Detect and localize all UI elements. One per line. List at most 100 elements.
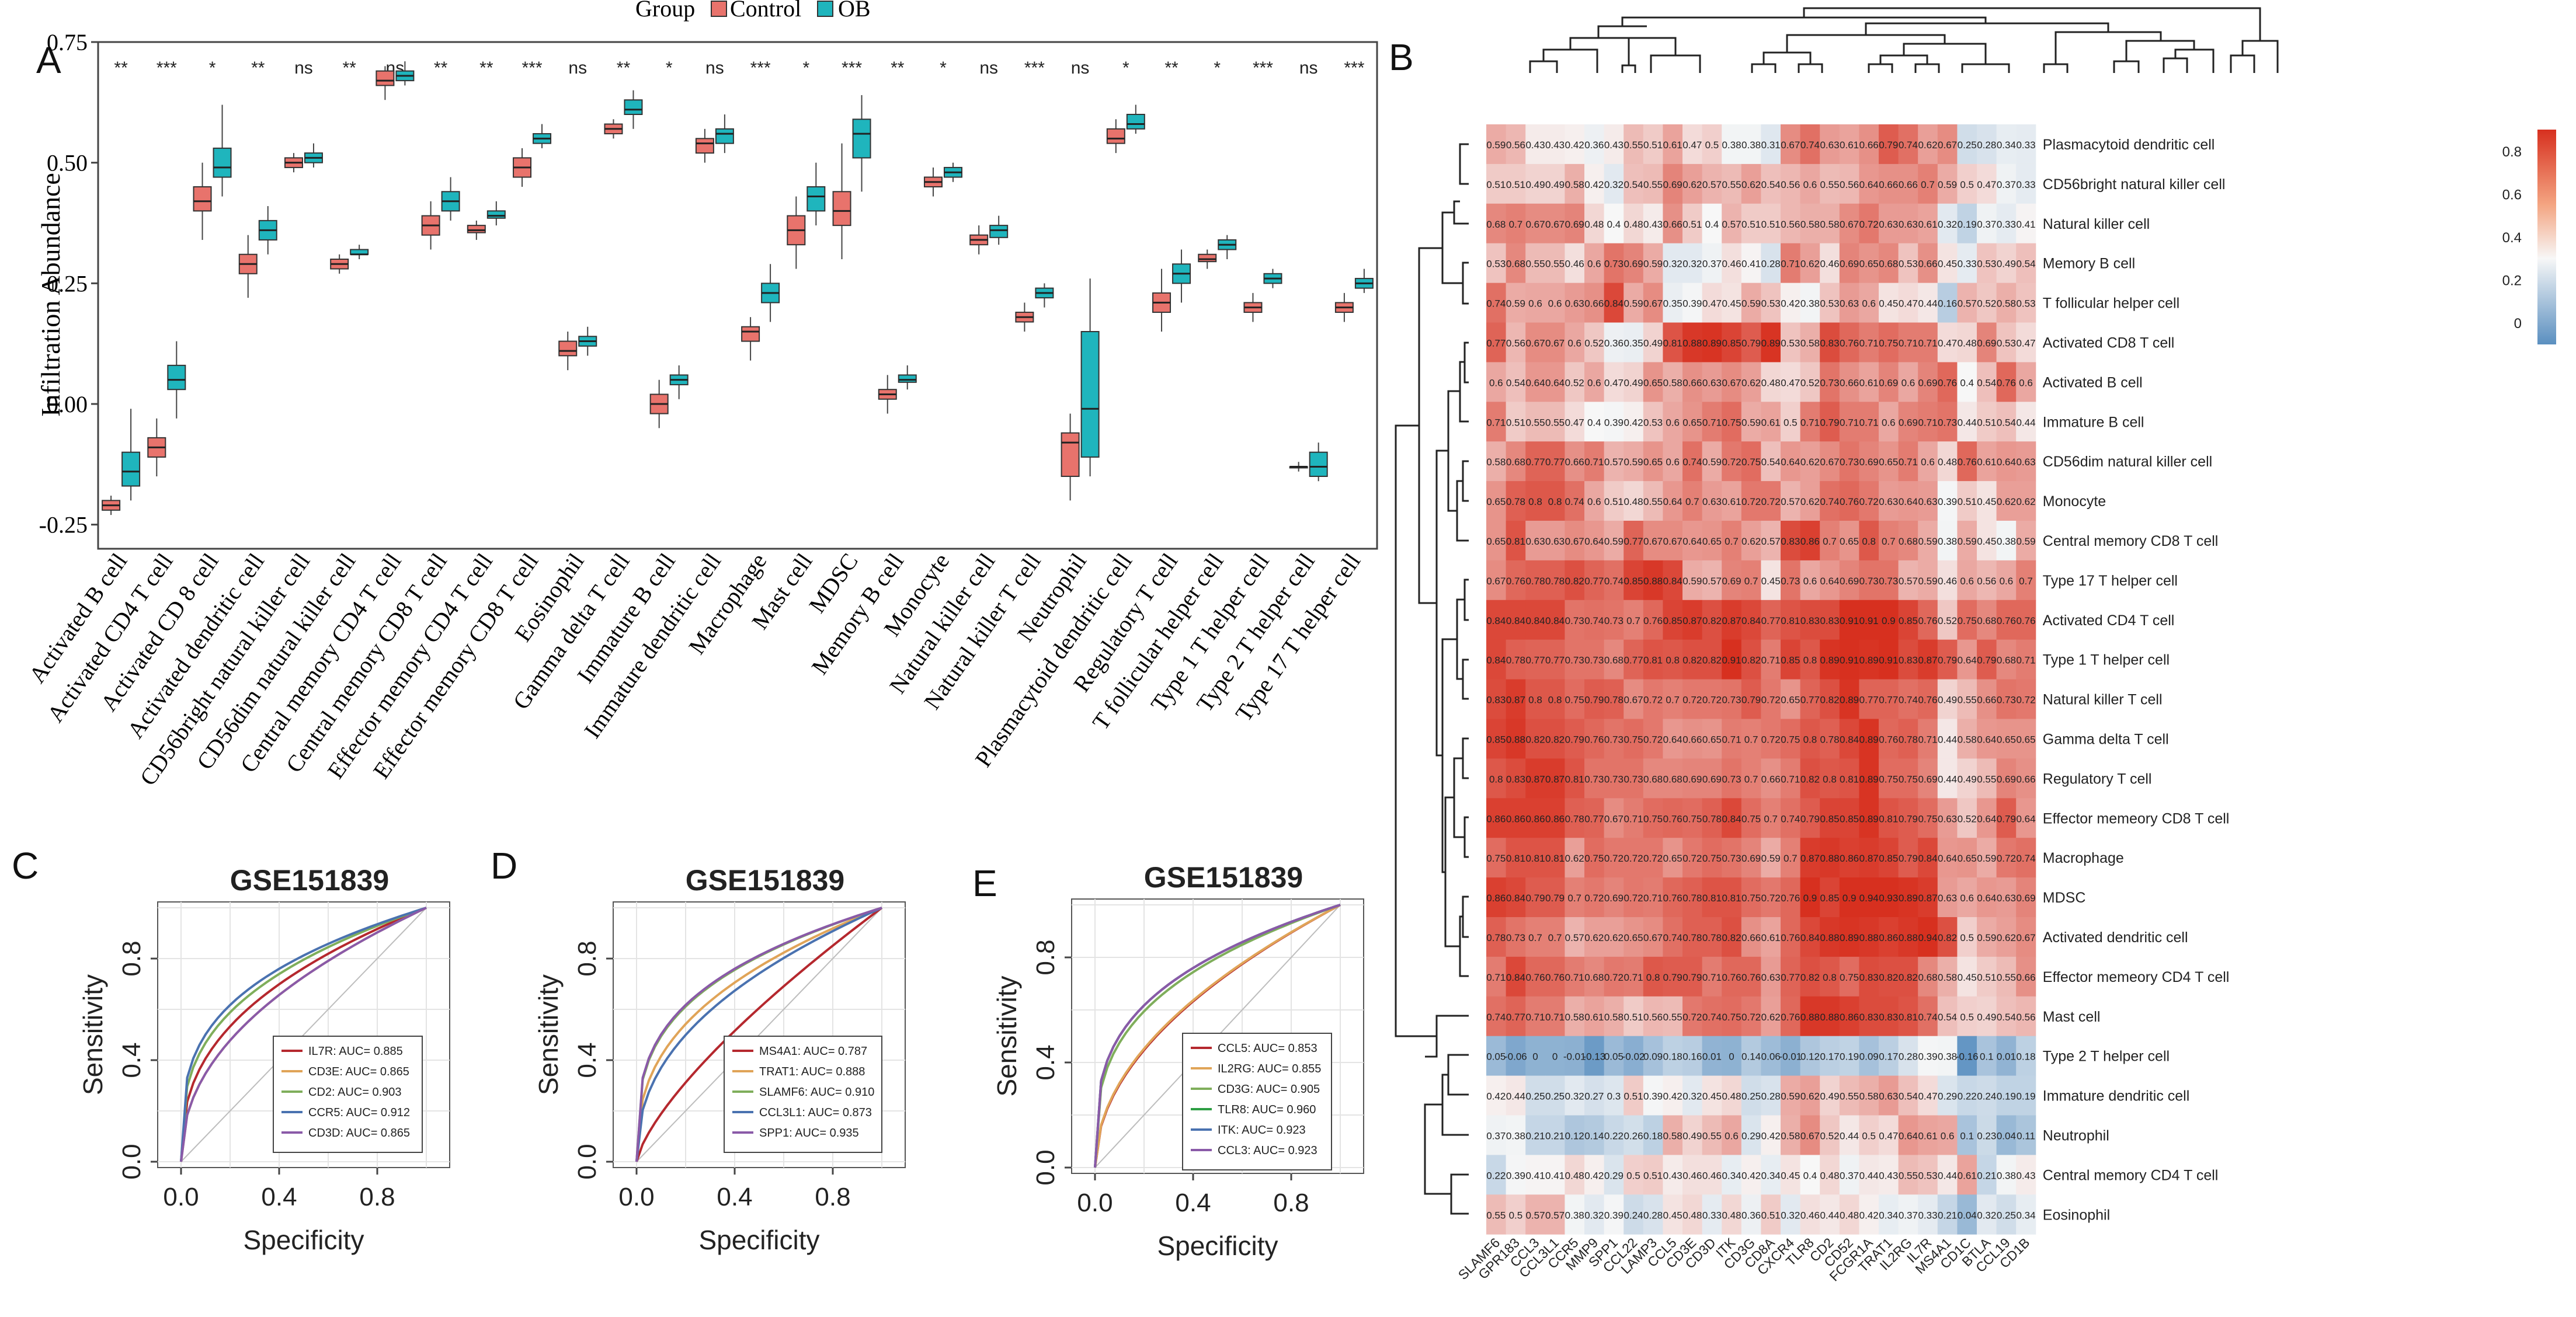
heatmap-cell (1800, 362, 1820, 402)
heatmap-value: 0.68 (1643, 774, 1663, 785)
heatmap-cell (1741, 1115, 1761, 1155)
heatmap-value: 0.45 (1958, 972, 1977, 983)
box-body (1061, 432, 1080, 477)
heatmap-value: 0.91 (1879, 655, 1898, 666)
heatmap-cell (1643, 679, 1663, 719)
heatmap-value: 0.85 (1722, 337, 1741, 349)
heatmap-cell (1643, 1115, 1663, 1155)
colorbar-tick-label: 0.8 (2502, 144, 2522, 160)
heatmap-cell (1957, 283, 1977, 323)
heatmap-value: 0.49 (1525, 179, 1545, 190)
heatmap-value: 0.87 (1525, 774, 1545, 785)
heatmap-value: 0.45 (1781, 1170, 1800, 1181)
heatmap-row-label: Type 1 T helper cell (2043, 652, 2170, 668)
heatmap-cell (1781, 362, 1801, 402)
heatmap-value: 0.71 (1722, 734, 1741, 745)
heatmap-cell (1584, 402, 1605, 442)
heatmap-cell (1879, 996, 1899, 1037)
heatmap-cell (1486, 1036, 1507, 1076)
heatmap-cell (2016, 917, 2036, 957)
heatmap-cell (1839, 838, 1859, 878)
heatmap-value: 0.87 (1918, 655, 1937, 666)
heatmap-cell (1624, 203, 1644, 244)
heatmap-cell (1839, 481, 1859, 521)
heatmap-cell (1741, 1036, 1761, 1076)
heatmap-value: 0.05 (1604, 1051, 1624, 1062)
heatmap-value: 0.73 (1565, 615, 1584, 626)
heatmap-cell (1957, 481, 1977, 521)
heatmap-cell (1663, 877, 1683, 918)
heatmap-value: 0.75 (1722, 417, 1741, 428)
heatmap-value: 0.63 (1879, 219, 1898, 230)
x-tick-label: 0.4 (717, 1183, 752, 1211)
heatmap-cell (1643, 798, 1663, 838)
heatmap-value: 0.59 (1761, 853, 1781, 864)
heatmap-value: 0.42 (1859, 1210, 1879, 1221)
heatmap-value: 0.76 (1918, 695, 1937, 706)
panel-label-d: D (491, 845, 517, 887)
heatmap-cell (1820, 402, 1840, 442)
heatmap-cell (1682, 798, 1703, 838)
heatmap-value: 0.62 (1741, 377, 1761, 388)
heatmap-value: 0.73 (1997, 695, 2016, 706)
heatmap-value: 0.73 (1584, 655, 1604, 666)
heatmap-cell (1839, 203, 1859, 244)
heatmap-cell (2016, 1036, 2036, 1076)
heatmap-value: 0.54 (1997, 1012, 2016, 1023)
heatmap-value: 0.71 (1840, 417, 1859, 428)
heatmap-cell (1859, 600, 1879, 640)
heatmap-cell (1977, 600, 1997, 640)
roc-title: GSE151839 (686, 864, 844, 897)
heatmap-value: 0.64 (2016, 813, 2035, 824)
significance-mark: ns (568, 58, 587, 78)
heatmap-cell (1624, 639, 1644, 680)
heatmap-value: 0.76 (2016, 615, 2035, 626)
heatmap-cell (1859, 203, 1879, 244)
heatmap-cell (1525, 521, 1546, 561)
heatmap-value: 0.51 (1604, 496, 1624, 507)
box-ob (213, 104, 232, 197)
roc-legend-entry: CCL3L1: AUC= 0.873 (759, 1106, 872, 1119)
heatmap-cell (1957, 521, 1977, 561)
heatmap-cell (1879, 600, 1899, 640)
heatmap-cell (1859, 996, 1879, 1037)
heatmap-cell (1820, 679, 1840, 719)
heatmap-row-label: Activated CD4 T cell (2043, 612, 2175, 629)
heatmap-value: 0.8 (1666, 655, 1680, 666)
heatmap-cell (1506, 719, 1526, 759)
heatmap-cell (1800, 639, 1820, 680)
heatmap-value: 0.48 (1682, 1210, 1702, 1221)
heatmap-value: 0.66 (2016, 774, 2035, 785)
heatmap-cell (1800, 560, 1820, 601)
heatmap-value: 0.63 (1899, 219, 1918, 230)
heatmap-cell (1722, 1194, 1742, 1235)
heatmap-cell (1663, 1155, 1683, 1195)
box-control (284, 153, 303, 173)
roc-curve-cd2 (180, 907, 427, 1162)
heatmap-value: 0.79 (1545, 893, 1565, 904)
heatmap-cell (1996, 719, 2017, 759)
heatmap-value: 0.91 (1840, 655, 1859, 666)
heatmap-cell (1839, 917, 1859, 957)
heatmap-cell (1565, 600, 1585, 640)
heatmap-cell (1879, 1115, 1899, 1155)
heatmap-value: 0.75 (1741, 893, 1761, 904)
heatmap-value: 0.33 (1958, 259, 1977, 270)
heatmap-value: 0.88 (1800, 1012, 1820, 1023)
heatmap-value: 0.22 (1958, 1091, 1977, 1102)
heatmap-cell (1604, 679, 1624, 719)
heatmap-cell (1702, 521, 1722, 561)
heatmap-cell (2016, 639, 2036, 680)
heatmap-value: 0.88 (1859, 932, 1879, 943)
heatmap-cell (1486, 521, 1507, 561)
heatmap-value: 0.61 (1859, 377, 1879, 388)
heatmap-cell (1820, 163, 1840, 204)
heatmap-cell (1604, 521, 1624, 561)
heatmap-cell (1584, 521, 1605, 561)
heatmap-value: 0.84 (1663, 576, 1682, 587)
heatmap-value: 0.54 (1506, 377, 1525, 388)
heatmap-cell (1977, 441, 1997, 482)
heatmap-value: 0.42 (1741, 1170, 1761, 1181)
heatmap-value: 0.77 (1584, 813, 1604, 824)
heatmap-cell (1918, 877, 1938, 918)
